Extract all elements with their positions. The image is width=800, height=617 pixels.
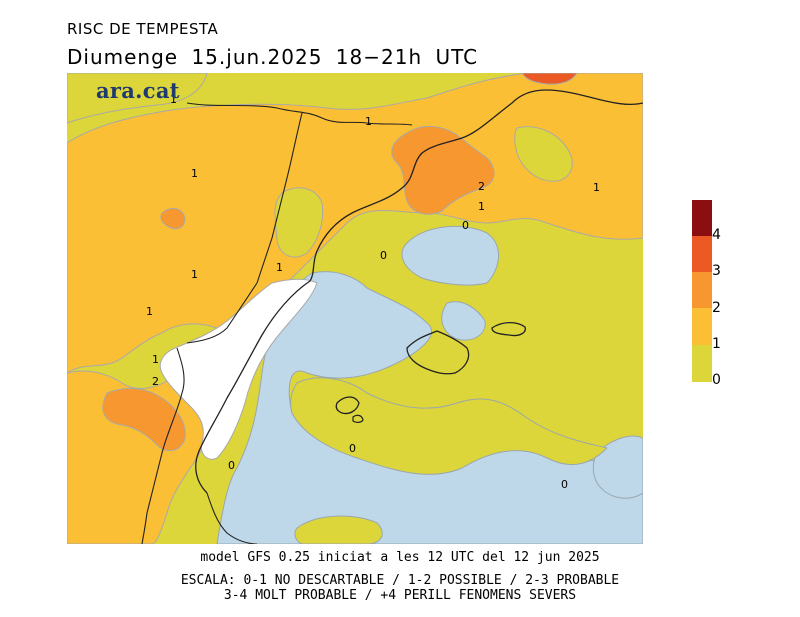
yellow-band-bottom [294, 515, 383, 544]
border-line-3 [186, 282, 258, 344]
contour-label: 0 [380, 249, 387, 262]
legend-swatch-3-4 [692, 236, 712, 272]
sea-southeast [592, 435, 643, 499]
forecast-period: Diumenge 15.jun.2025 18−21h UTC [67, 45, 479, 69]
island-mallorca [406, 330, 470, 375]
contour-label: 1 [593, 181, 600, 194]
legend-label: 4 [712, 227, 721, 243]
legend-label: 3 [712, 263, 721, 279]
contour-label: 2 [478, 180, 485, 193]
contour-label: 0 [228, 459, 235, 472]
legend-swatch-0-1 [692, 345, 712, 382]
sea-east [401, 225, 500, 286]
coastline [195, 89, 643, 494]
risk-area-level-3-4-north [521, 73, 578, 85]
border-line-2 [256, 112, 303, 284]
island-ibiza [335, 396, 360, 415]
contour-label: 0 [462, 219, 469, 232]
legend-swatch-1-2 [692, 308, 712, 345]
border-line-4 [141, 347, 185, 544]
border-line-5 [206, 492, 258, 544]
border-line-1 [186, 102, 413, 126]
contour-label: 1 [170, 93, 177, 106]
contour-label: 1 [276, 261, 283, 274]
contour-label: 1 [146, 305, 153, 318]
contour-label: 2 [152, 375, 159, 388]
storm-risk-map: 1 1 1 1 1 1 1 1 2 1 0 0 0 0 0 2 [67, 73, 643, 544]
legend-swatch-4-plus [692, 200, 712, 236]
legend-swatch-2-3 [692, 272, 712, 308]
risk-area-level-0-1-centre [274, 187, 324, 258]
map-title: RISC DE TEMPESTA [67, 20, 219, 38]
contour-label: 1 [152, 353, 159, 366]
model-info: model GFS 0.25 iniciat a les 12 UTC del … [200, 550, 600, 565]
scale-description-line-2: 3-4 MOLT PROBABLE / +4 PERILL FENOMENS S… [223, 588, 577, 603]
contour-label: 1 [191, 268, 198, 281]
legend-label: 2 [712, 300, 721, 316]
contour-label: 0 [349, 442, 356, 455]
island-menorca [491, 321, 526, 337]
legend-label: 1 [712, 336, 721, 352]
scale-description-line-1: ESCALA: 0-1 NO DESCARTABLE / 1-2 POSSIBL… [180, 573, 620, 588]
contour-label: 1 [365, 115, 372, 128]
legend-label: 0 [712, 372, 721, 388]
risk-area-level-0-1-northeast [514, 126, 573, 182]
sea-central [441, 301, 486, 341]
risk-area-level-0-1-north [67, 73, 208, 124]
contour-label: 1 [191, 167, 198, 180]
island-formentera [352, 414, 364, 423]
risk-area-level-1-2-north [67, 73, 643, 374]
contour-label: 0 [561, 478, 568, 491]
risk-area-level-2-3-west [160, 207, 186, 230]
contour-label: 1 [478, 200, 485, 213]
risk-area-level-2-3-northeast [391, 126, 495, 215]
risk-area-level-2-3-southwest [102, 387, 186, 452]
yellow-band-south [290, 377, 608, 475]
logo[interactable]: ara.cat [96, 78, 180, 103]
legend-colorbar [692, 200, 712, 382]
